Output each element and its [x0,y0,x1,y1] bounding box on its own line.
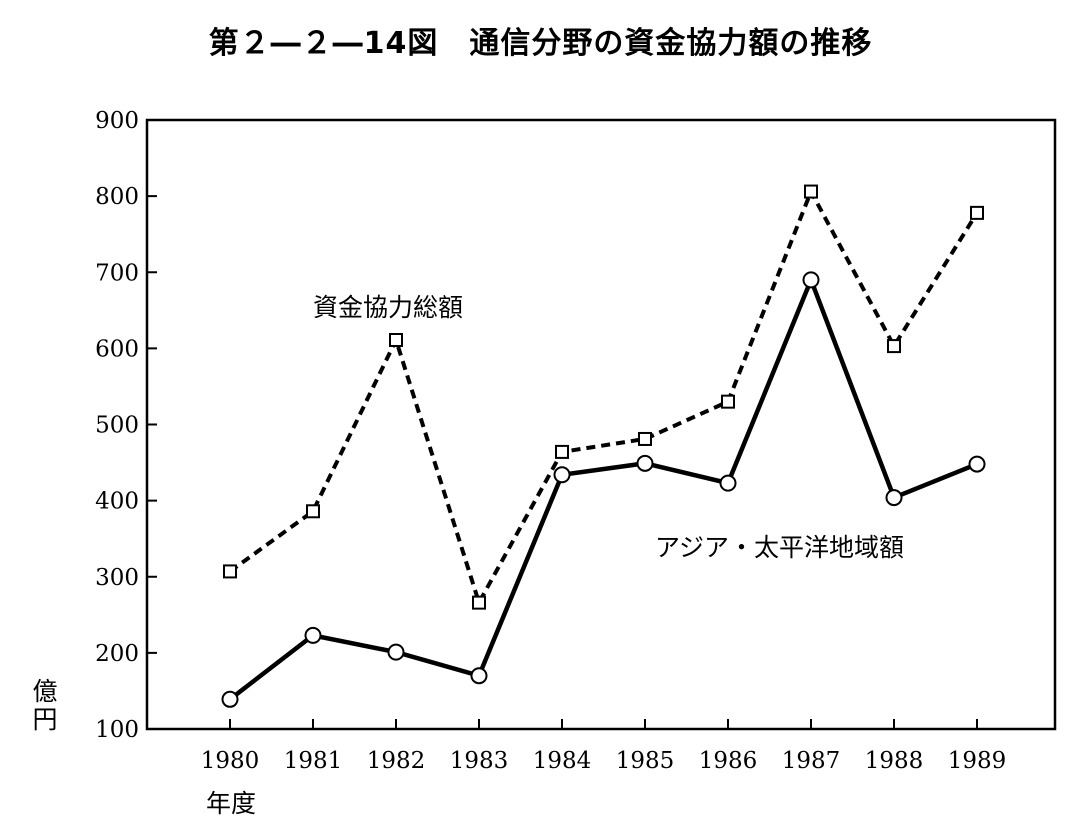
circle-point [885,489,903,507]
y-tick-label: 600 [95,336,139,362]
y-tick-label: 300 [95,565,139,591]
series-line-1 [228,186,979,608]
square-point [223,564,237,579]
y-tick-label: 900 [95,108,139,134]
series-line-2 [228,273,978,702]
plot-border [145,118,1057,731]
x-tick-label: 1988 [865,748,924,774]
circle-point [304,626,322,644]
square-point [472,595,486,610]
square-point [970,205,984,220]
x-tick-label: 1982 [367,748,426,774]
square-point [389,333,403,348]
x-tick-label: 1986 [699,748,758,774]
x-tick-label: 1980 [201,748,260,774]
circle-point [221,690,239,708]
y-tick-label: 100 [95,717,139,743]
plot-frame [145,118,1057,731]
x-tick-label: 1981 [284,748,343,774]
circle-point [387,643,405,661]
series-lines [228,186,979,702]
circle-point [719,474,737,492]
square-point [306,504,320,519]
circle-point [636,454,654,472]
chart-title: 第２―２―14図 通信分野の資金協力額の推移 [208,26,873,61]
series-label-asia-pacific: アジア・太平洋地域額 [655,533,904,562]
series-markers [221,184,986,708]
square-point [804,184,818,199]
y-axis-unit-label: 億円 [32,677,58,734]
y-axis: 100 200 300 400 500 600 700 800 900 [95,108,157,743]
x-tick-label: 1985 [616,748,675,774]
x-tick-label: 1989 [948,748,1007,774]
y-tick-label: 400 [95,489,139,515]
square-point [887,339,901,354]
square-point [721,394,735,409]
y-tick-label: 800 [95,184,139,210]
series-label-total: 資金協力総額 [313,293,463,322]
x-axis: 1980 1981 1982 1983 1984 1985 1986 1987 1988 1989 [201,719,1007,774]
y-tick-label: 500 [95,413,139,439]
circle-point [470,667,488,685]
x-tick-label: 1987 [782,748,841,774]
circle-point [968,455,986,473]
x-tick-label: 1983 [450,748,509,774]
x-axis-label: 年度 [206,789,257,818]
y-tick-label: 700 [95,260,139,286]
circle-point [802,271,820,289]
square-point [638,431,652,446]
square-point [555,444,569,459]
circle-point [553,466,571,484]
x-tick-label: 1984 [533,748,592,774]
y-tick-label: 200 [95,641,139,667]
